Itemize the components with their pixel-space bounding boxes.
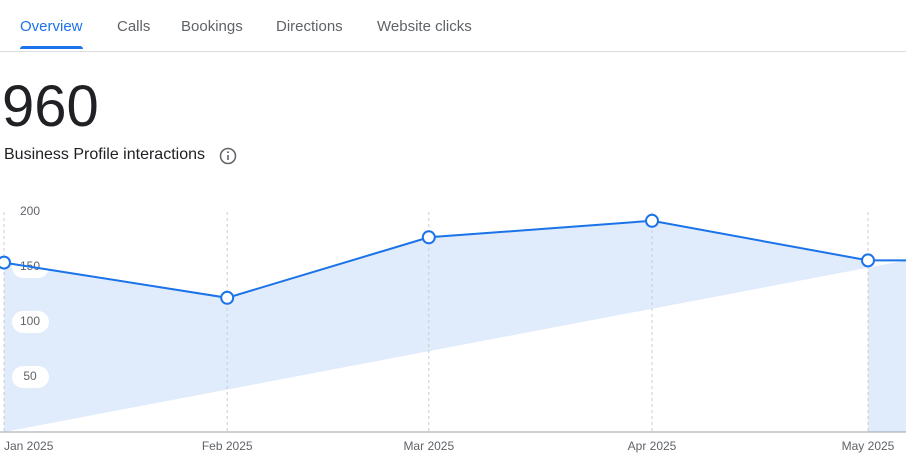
point [861, 253, 875, 268]
info-icon[interactable] [219, 147, 237, 165]
tab[interactable]: Website clicks [377, 18, 472, 35]
y-tick-label: 100 [20, 314, 40, 328]
tab[interactable]: Calls [117, 18, 151, 35]
point [220, 290, 235, 305]
tab[interactable]: Bookings [181, 18, 243, 35]
x-tick-label: Apr 2025 [628, 439, 677, 453]
y-tick-label: 200 [20, 204, 40, 218]
tab[interactable]: Directions [276, 18, 343, 35]
x-tick-label: Feb 2025 [202, 439, 253, 453]
x-tick-label: Jan 2025 [4, 439, 54, 453]
point [645, 213, 659, 228]
tick-pill [12, 311, 49, 333]
metric-label: Business Profile interactions [4, 146, 205, 163]
tab-bar: Overview Calls Bookings Directions Website c… [0, 0, 906, 52]
x-tick-label: May 2025 [842, 439, 895, 453]
tab[interactable]: Overview [20, 18, 83, 49]
point [421, 230, 436, 245]
x-tick-label: Mar 2025 [403, 439, 454, 453]
metric-value: 960 [2, 74, 99, 139]
point [0, 255, 11, 270]
tick-pill [12, 366, 49, 388]
y-tick-label: 50 [23, 369, 37, 383]
area [4, 220, 906, 432]
